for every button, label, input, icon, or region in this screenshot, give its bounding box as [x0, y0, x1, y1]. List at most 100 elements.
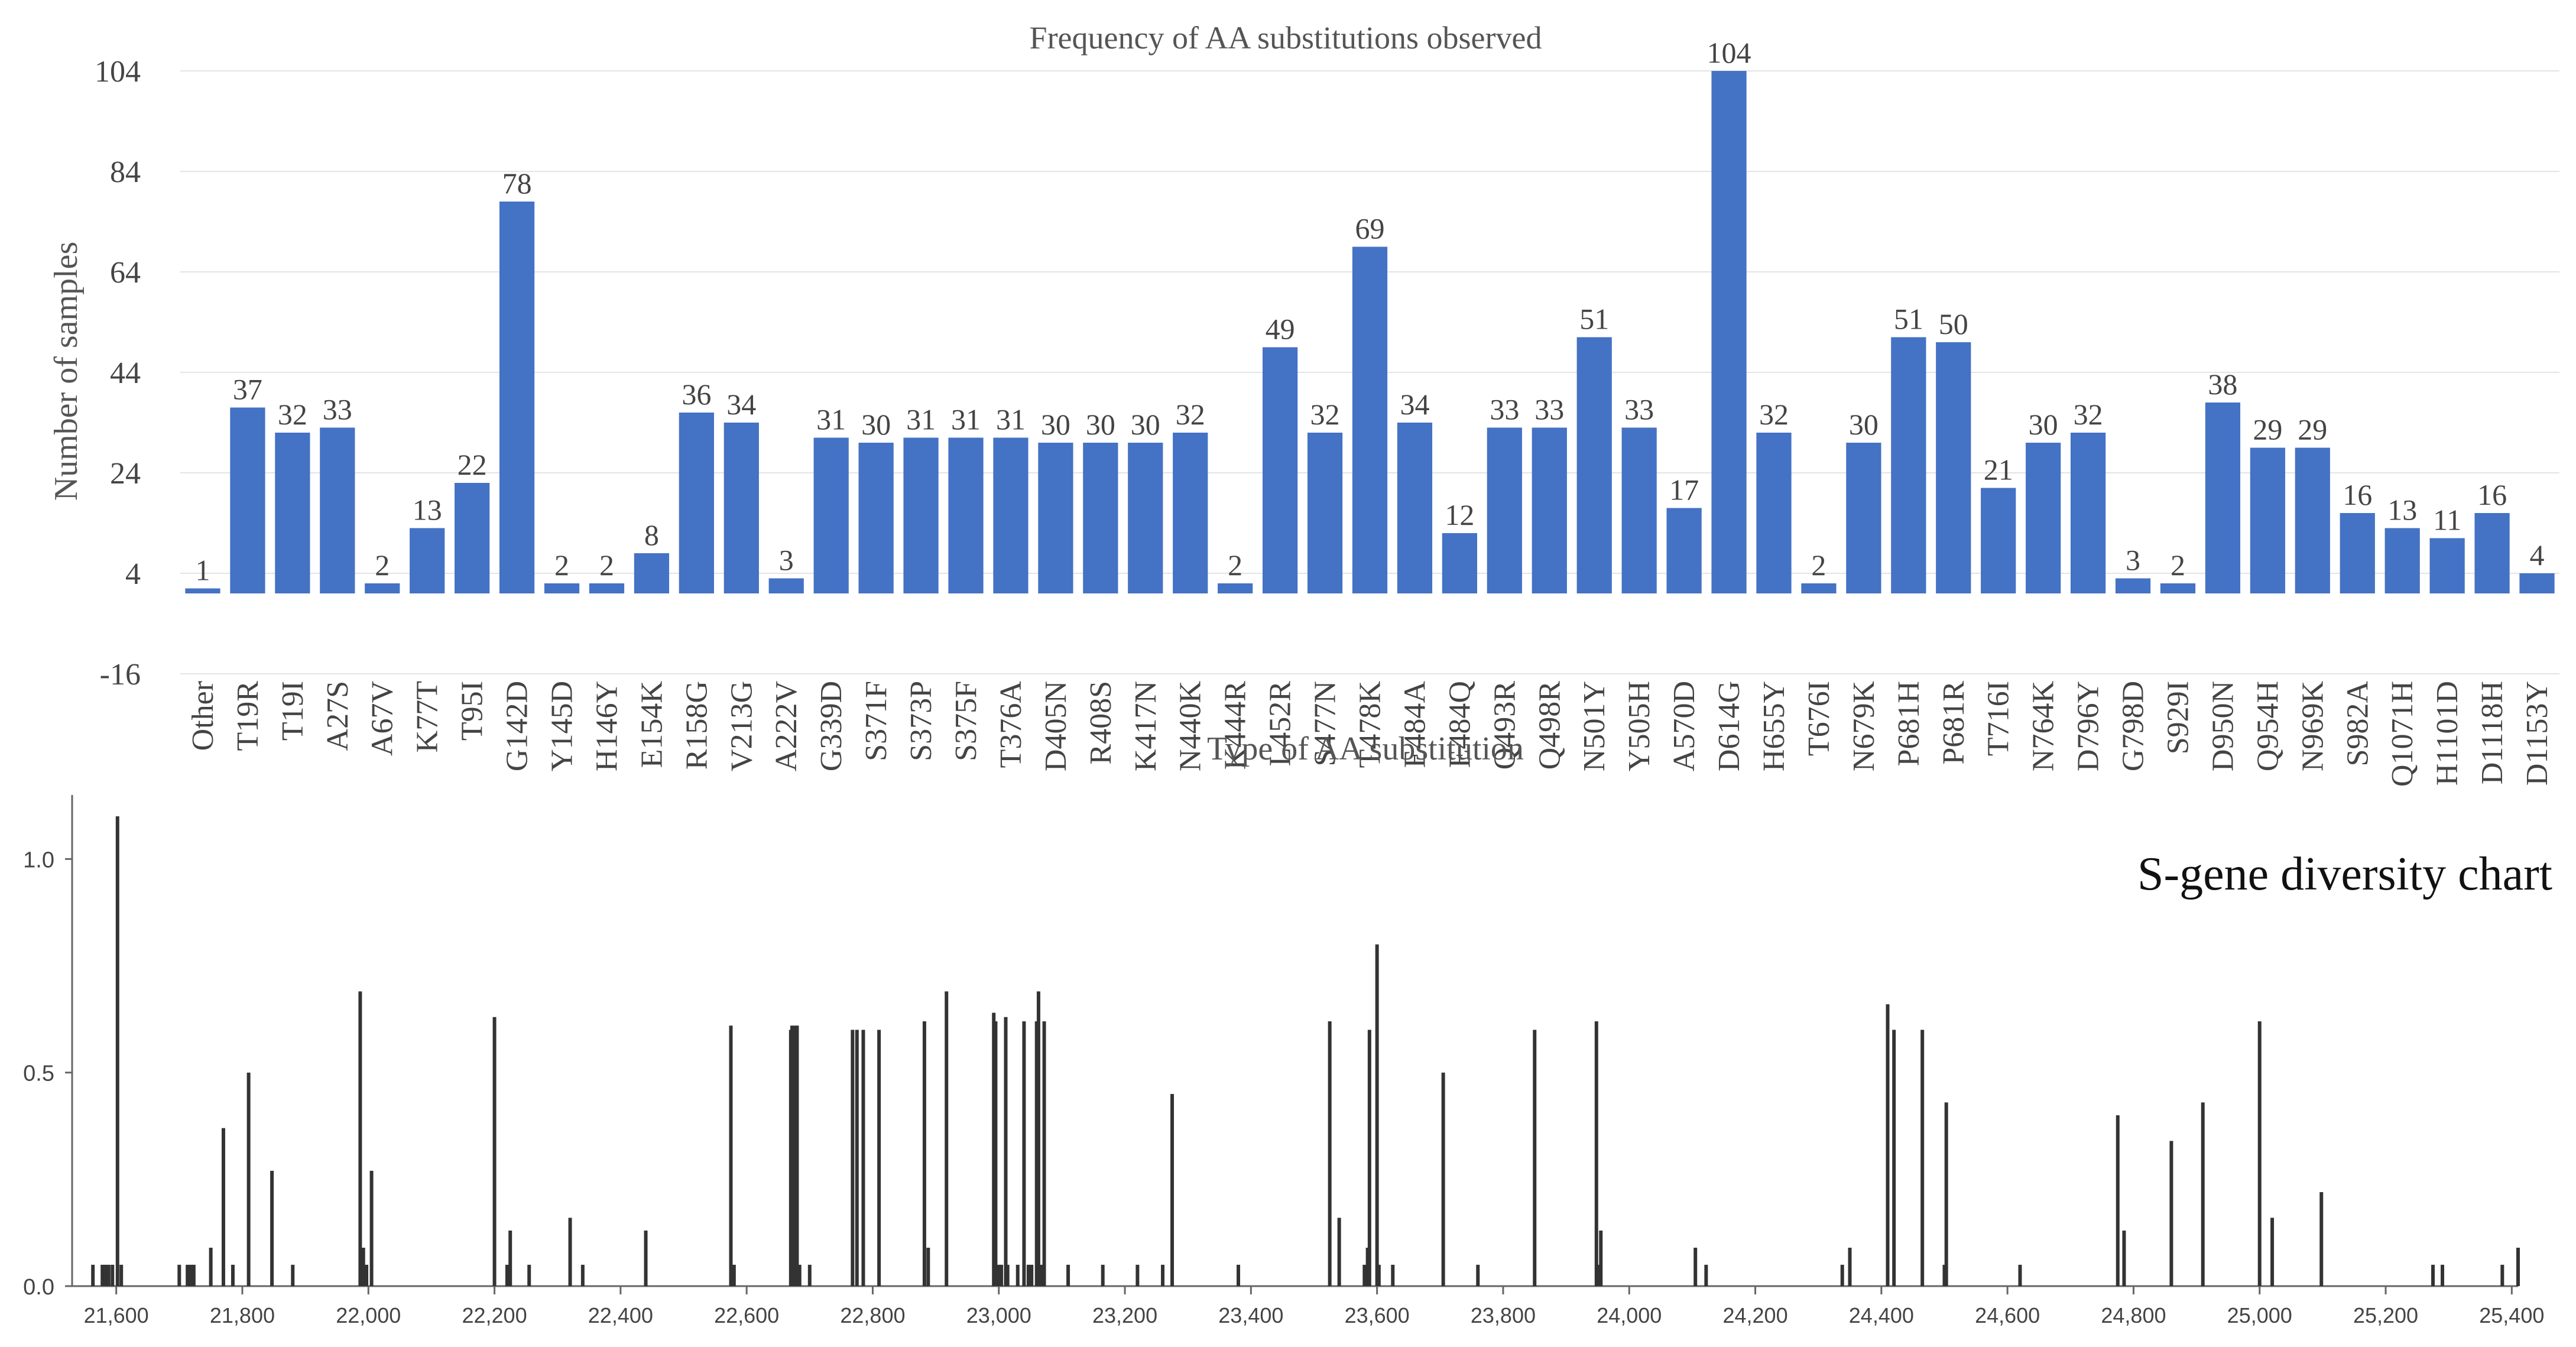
bar-x-tick-label: K77T: [411, 681, 445, 752]
bar-T716I: [1981, 488, 2016, 593]
bar-value-label: 34: [726, 388, 756, 421]
bar-x-tick-label: A67V: [366, 681, 400, 756]
bar-x-tick-label: S375F: [949, 681, 983, 761]
bar-value-label: 3: [2126, 544, 2140, 577]
bar-value-label: 30: [1086, 408, 1115, 441]
bar-value-label: 50: [1939, 307, 1968, 340]
bar-value-label: 3: [779, 544, 794, 577]
bar-value-label: 2: [599, 548, 614, 582]
diversity-y-tick-label: 0.0: [23, 1275, 54, 1300]
diversity-x-tick-label: 22,800: [840, 1303, 905, 1327]
bar-x-tick-label: Q493R: [1488, 681, 1521, 770]
bar-K444R: [1218, 583, 1253, 593]
bar-value-label: 8: [644, 518, 659, 551]
bar-Other: [185, 588, 220, 593]
bar-S929I: [2160, 583, 2196, 593]
bar-E484A: [1397, 423, 1433, 593]
bar-x-tick-label: Q954H: [2251, 681, 2285, 771]
bar-T19R: [230, 407, 265, 593]
bar-T376A: [993, 437, 1029, 593]
bar-x-tick-label: R158G: [680, 681, 713, 770]
bar-T95I: [455, 483, 490, 593]
bar-value-label: 51: [1579, 303, 1609, 336]
bar-G339D: [813, 437, 849, 593]
bar-value-label: 33: [1624, 393, 1654, 426]
bar-x-tick-label: G339D: [815, 681, 848, 771]
bar-x-tick-label: G798D: [2117, 681, 2150, 771]
bar-x-tick-label: Q1071H: [2386, 681, 2419, 787]
bar-value-label: 2: [554, 548, 569, 582]
bar-x-tick-label: Other: [186, 681, 220, 751]
bar-S982A: [2340, 513, 2375, 593]
bar-value-label: 31: [951, 403, 981, 436]
bar-x-tick-label: T676I: [1802, 681, 1836, 756]
bar-x-tick-label: P681H: [1892, 681, 1926, 766]
diversity-x-tick-label: 21,600: [84, 1303, 149, 1327]
bar-value-label: 78: [502, 167, 532, 200]
bar-P681R: [1936, 342, 1971, 593]
bar-x-tick-label: E154K: [635, 681, 669, 768]
bar-x-tick-label: N501Y: [1578, 681, 1611, 771]
bar-chart-title: Frequency of AA substitutions observed: [1030, 20, 1542, 56]
diversity-x-tick-label: 24,400: [1849, 1303, 1914, 1327]
diversity-x-tick-label: 25,000: [2227, 1303, 2292, 1327]
diversity-x-tick-label: 24,600: [1975, 1303, 2040, 1327]
bar-R408S: [1083, 443, 1118, 593]
bar-G142D: [499, 202, 535, 593]
bar-L452R: [1262, 347, 1298, 593]
bar-value-label: 30: [2029, 408, 2058, 441]
bar-value-label: 38: [2208, 368, 2237, 401]
bar-value-label: 32: [1176, 398, 1205, 431]
bar-Y145D: [544, 583, 580, 593]
bar-Q954H: [2250, 447, 2285, 593]
bar-x-tick-label: K417N: [1129, 681, 1163, 771]
bar-x-tick-label: E484A: [1398, 681, 1432, 768]
bar-A570D: [1666, 508, 1702, 593]
bar-x-tick-label: T716I: [1982, 681, 2016, 756]
bar-Q493R: [1487, 427, 1522, 593]
bar-value-label: 31: [906, 403, 936, 436]
bar-value-label: 21: [1984, 453, 2013, 486]
bar-x-tick-label: T95I: [456, 681, 489, 741]
bar-x-tick-label: R408S: [1084, 681, 1118, 765]
bar-value-label: 69: [1355, 212, 1385, 245]
bar-K77T: [410, 528, 445, 593]
diversity-x-tick-label: 22,600: [714, 1303, 779, 1327]
diversity-x-tick-label: 23,400: [1218, 1303, 1283, 1327]
bar-y-tick-label: 104: [95, 55, 141, 89]
bar-value-label: 13: [413, 494, 442, 527]
bar-N969K: [2295, 447, 2330, 593]
bar-V213G: [724, 423, 759, 593]
bar-chart-y-axis-label: Number of samples: [48, 242, 85, 501]
bar-value-label: 12: [1445, 498, 1474, 531]
bar-x-tick-label: N440K: [1174, 681, 1208, 772]
bar-N501Y: [1576, 337, 1612, 593]
bar-x-tick-label: H146Y: [590, 681, 624, 771]
bar-value-label: 104: [1707, 36, 1751, 69]
bar-x-tick-label: N764K: [2027, 681, 2061, 772]
bar-N440K: [1173, 433, 1208, 593]
bar-value-label: 31: [816, 403, 846, 436]
bar-value-label: 32: [2074, 398, 2103, 431]
bar-value-label: 31: [996, 403, 1026, 436]
diversity-chart-y-ticks: 1.0 0.5 0.0: [23, 848, 72, 1300]
bar-y-tick-label: 44: [110, 356, 141, 390]
bar-chart-x-axis-label: Type of AA substitution: [1207, 731, 1524, 767]
bar-y-tick-label: 84: [110, 155, 141, 189]
bar-x-tick-label: G142D: [501, 681, 534, 771]
diversity-x-tick-label: 22,200: [462, 1303, 527, 1327]
bar-P681H: [1891, 337, 1926, 593]
bar-D796Y: [2070, 433, 2106, 593]
bar-Y505H: [1621, 427, 1657, 593]
bar-T19I: [275, 433, 310, 593]
bar-A27S: [320, 427, 355, 593]
bar-y-tick-label: 64: [110, 256, 141, 290]
bar-K417N: [1128, 443, 1163, 593]
bar-x-tick-label: T478K: [1354, 681, 1387, 768]
bar-value-label: 4: [2530, 538, 2545, 572]
bar-x-tick-label: D796Y: [2072, 681, 2105, 771]
bar-x-tick-label: S477N: [1309, 681, 1342, 766]
